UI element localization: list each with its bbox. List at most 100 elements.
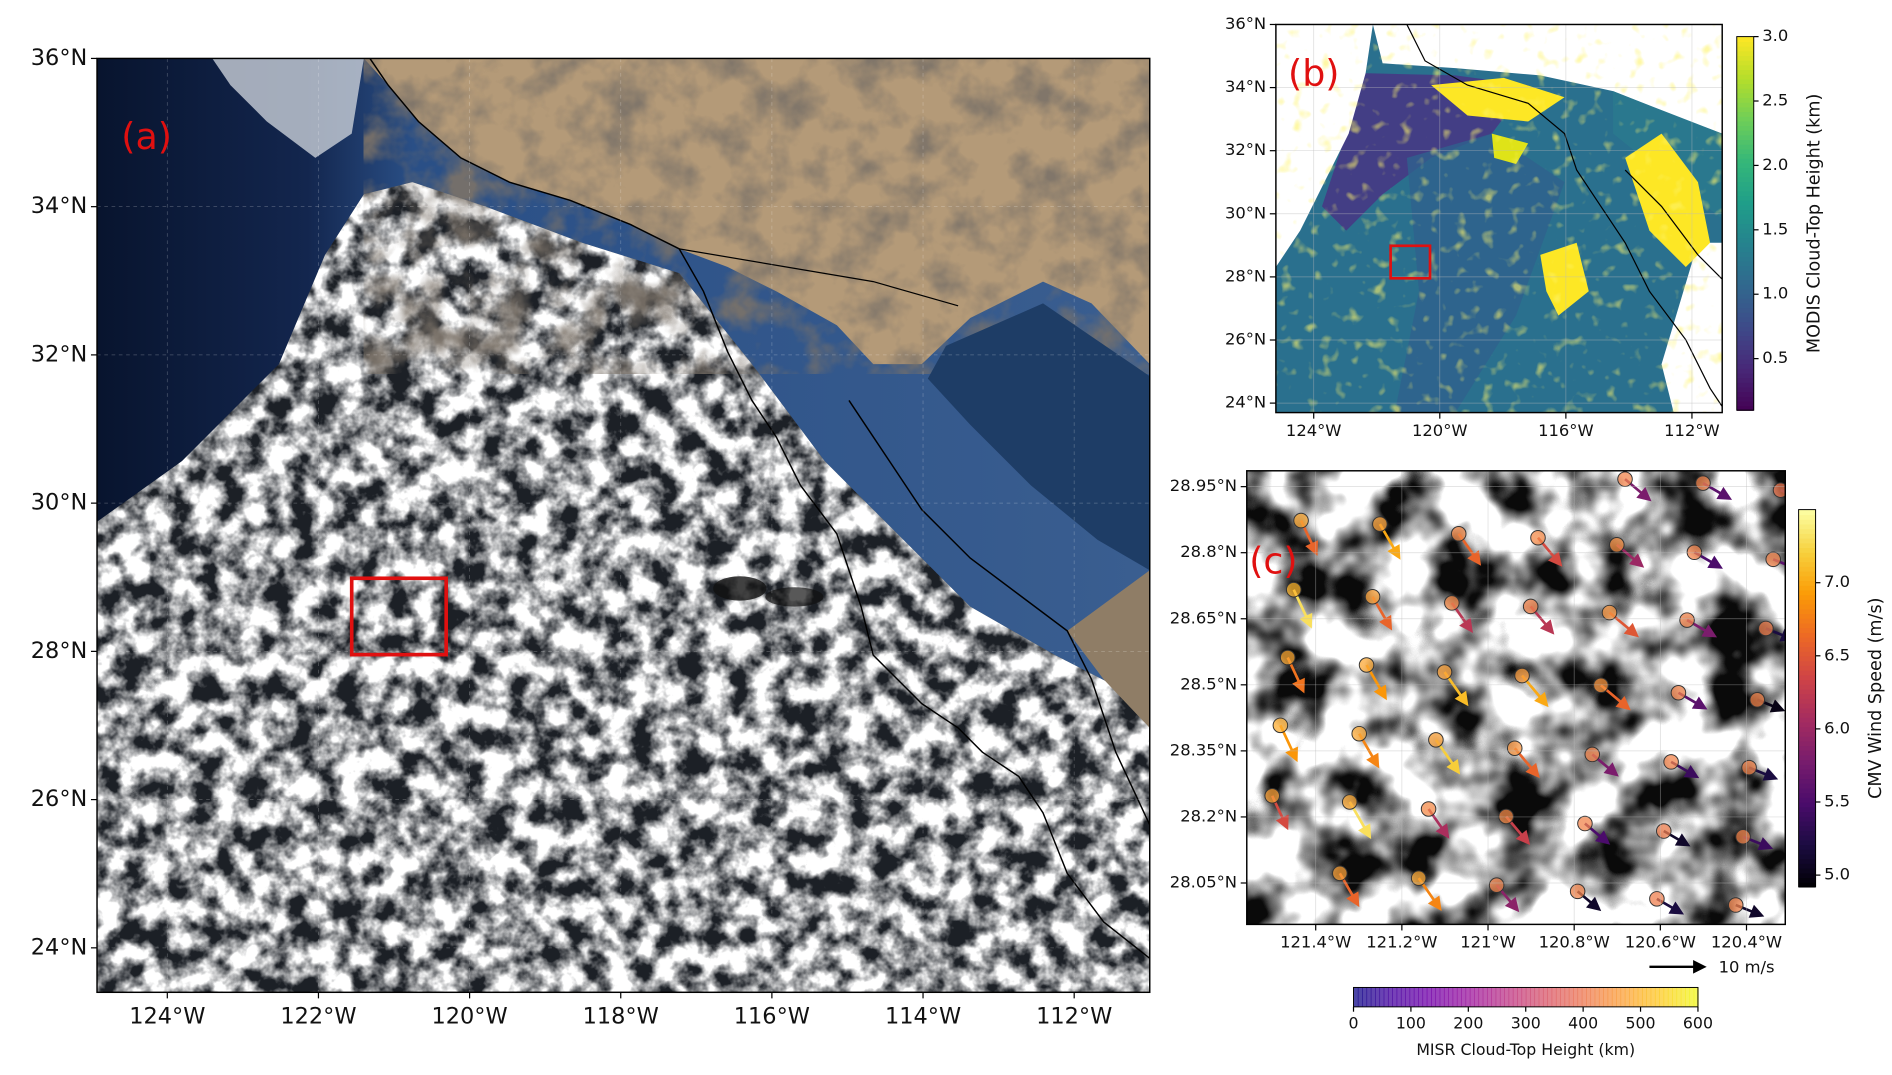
colorbar-segment [1598,987,1604,1007]
y-tick-label: 28.05°N [1170,872,1237,891]
height-point [1358,657,1375,673]
height-point [1617,471,1633,487]
colorbar-segment [1798,528,1816,534]
colorbar-segment [1736,396,1754,402]
colorbar-segment [1798,778,1816,784]
colorbar-segment [1798,679,1816,685]
height-point [1577,815,1593,832]
colorbar-segment [1443,987,1449,1007]
colorbar-segment [1431,987,1437,1007]
colorbar-segment [1798,585,1816,591]
colorbar-segment [1736,176,1754,183]
colorbar-segment [1736,279,1754,285]
colorbar-segment [1798,693,1816,699]
colorbar-segment [1736,321,1754,327]
colorbar-segment [1736,242,1754,248]
colorbar-segment [1560,987,1566,1007]
height-point [1410,870,1427,886]
colorbar-segment [1798,627,1816,633]
colorbar-tick-label: 2.5 [1762,91,1788,110]
colorbar-segment [1689,987,1695,1007]
colorbar-segment [1798,665,1816,671]
colorbar-segment [1736,139,1754,145]
colorbar-segment [1629,987,1635,1007]
colorbar-segment [1736,335,1754,341]
colorbar-segment [1798,740,1816,747]
colorbar-segment [1798,707,1816,714]
colorbar-segment [1736,316,1754,323]
colorbar-segment [1736,172,1754,178]
colorbar-segment [1798,698,1816,704]
colorbar-segment [1375,987,1381,1007]
colorbar-segment [1590,987,1596,1007]
colorbar-segment [1586,987,1592,1007]
colorbar-segment [1736,265,1754,271]
colorbar-segment [1736,134,1754,141]
colorbar-segment [1736,237,1754,243]
x-tick-label: 121.2°W [1366,933,1437,952]
height-point [1436,664,1453,680]
colorbar-segment [1530,987,1536,1007]
x-tick-label: 112°W [1664,421,1720,440]
colorbar-segment [1517,987,1523,1007]
colorbar-tick-label: 5.0 [1824,865,1850,884]
colorbar-segment [1798,872,1816,879]
colorbar-segment [1736,97,1754,103]
x-tick-label: 124°W [129,1004,205,1030]
y-tick-label: 26°N [31,786,88,812]
colorbar-segment [1798,655,1816,662]
colorbar-segment [1798,537,1816,544]
x-tick-label: 120.6°W [1625,933,1696,952]
colorbar-tick-label: 7.0 [1824,572,1850,591]
colorbar-segment [1555,987,1561,1007]
colorbar-segment [1439,987,1445,1007]
colorbar-segment [1736,153,1754,159]
colorbar-segment [1798,556,1816,563]
colorbar-tick-label: 300 [1511,1013,1541,1032]
colorbar-segment [1736,204,1754,211]
colorbar-segment [1736,288,1754,295]
y-tick-label: 28.35°N [1170,740,1237,759]
height-point [1444,595,1460,611]
height-point [1341,794,1358,810]
colorbar-segment [1736,158,1754,164]
colorbar-segment [1568,987,1574,1007]
colorbar-segment [1422,987,1428,1007]
colorbar-segment [1478,987,1484,1007]
colorbar-segment [1564,987,1570,1007]
colorbar-segment [1798,533,1816,539]
colorbar-segment [1736,400,1754,407]
colorbar-tick-label: 6.5 [1824,645,1850,664]
colorbar-tick-label: 100 [1396,1013,1426,1032]
colorbar-segment [1736,302,1754,309]
colorbar-segment [1736,50,1754,57]
colorbar-segment [1366,987,1372,1007]
colorbar-segment [1676,987,1682,1007]
colorbar-segment [1736,209,1754,215]
colorbar-segment [1392,987,1398,1007]
y-tick-label: 30°N [31,490,88,516]
colorbar-segment [1486,987,1493,1007]
colorbar-segment [1542,987,1548,1007]
colorbar-segment [1798,754,1816,761]
colorbar-segment [1379,987,1385,1007]
colorbar-segment [1405,987,1411,1007]
colorbar-segment [1469,987,1475,1007]
colorbar-frame [1736,36,1755,411]
colorbar-segment [1646,987,1652,1007]
colorbar-segment [1736,78,1754,85]
colorbar-segment [1798,745,1816,751]
colorbar-segment [1456,987,1462,1007]
colorbar-segment [1798,839,1816,846]
height-point [1351,725,1367,742]
y-tick-label: 28.65°N [1170,608,1237,627]
colorbar-segment [1798,801,1816,808]
colorbar-segment [1798,622,1816,629]
colorbar-segment [1736,69,1754,75]
colorbar-segment [1798,509,1816,516]
height-point [1670,684,1687,701]
height-point [1741,759,1757,776]
colorbar-segment [1798,674,1816,681]
